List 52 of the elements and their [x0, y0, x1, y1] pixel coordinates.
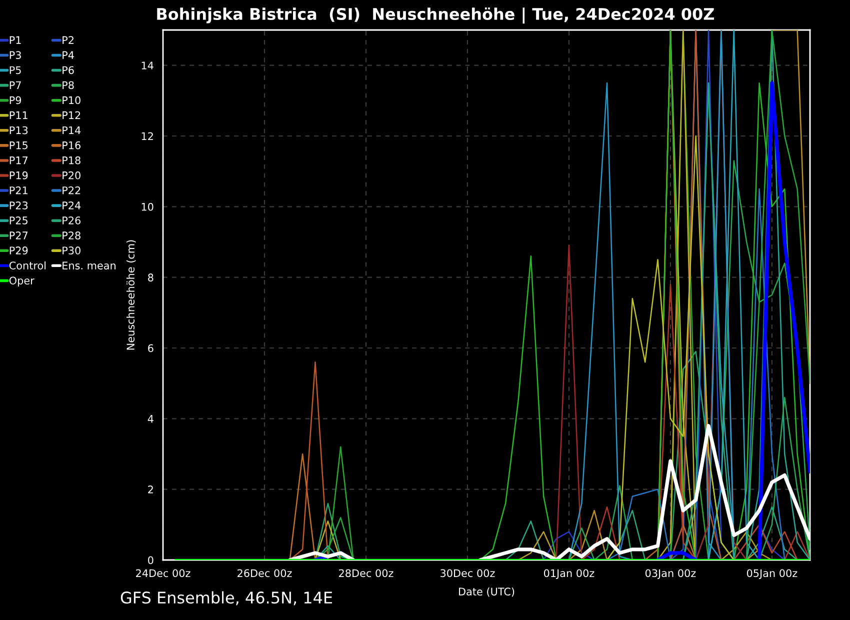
y-tick-label: 6: [148, 344, 154, 352]
legend-label: P22: [62, 186, 80, 194]
legend-label: P8: [62, 81, 74, 90]
chart-title: Bohinjska Bistrica (SI) Neuschneehöhe | Tue, 24Dec2024 00Z: [157, 7, 714, 24]
x-tick-label: 26Dec 00z: [238, 569, 292, 578]
legend-label: P28: [62, 232, 80, 240]
legend-label: P26: [62, 216, 80, 224]
x-tick-label: 05Jan 00z: [746, 569, 798, 580]
y-tick-label: 10: [142, 202, 154, 211]
x-axis-title: Date (UTC): [459, 587, 514, 597]
legend-label: P2: [62, 36, 74, 44]
legend-label: P16: [62, 141, 80, 150]
y-tick-label: 2: [148, 486, 153, 494]
legend-label: P9: [10, 96, 22, 104]
legend-label: P6: [62, 66, 74, 74]
legend-label: P25: [10, 216, 28, 224]
legend-label: P15: [10, 141, 28, 150]
legend-label: P5: [10, 66, 21, 74]
legend-label: P29: [10, 246, 28, 254]
legend-label: Ens. mean: [62, 262, 116, 270]
y-tick-label: 4: [148, 415, 154, 423]
legend-label: P17: [10, 156, 28, 164]
legend-label: P13: [10, 126, 28, 134]
x-tick-label: 28Dec 00z: [339, 569, 394, 578]
x-tick-label: 01Jan 00z: [544, 569, 594, 580]
text: GFS Ensemble, 46.5N, 14E: [120, 591, 332, 606]
legend-label: P18: [62, 156, 80, 164]
y-tick-label: 8: [148, 274, 154, 282]
legend-label: P23: [10, 201, 28, 210]
x-tick-label: 24Dec 00z: [136, 569, 190, 578]
legend-label: P14: [62, 126, 81, 134]
legend-label: Control: [9, 261, 46, 270]
legend-label: P27: [10, 232, 28, 240]
legend-label: P30: [62, 246, 80, 254]
legend-label: P24: [62, 201, 81, 210]
y-tick-label: 12: [142, 132, 153, 140]
y-tick-label: 14: [142, 62, 154, 70]
y-tick-label: 0: [148, 556, 154, 564]
x-tick-label: 03Jan 00z: [645, 569, 696, 580]
y-axis-title: Neuschneehöhe (cm): [126, 240, 136, 350]
x-tick-label: 30Dec 00z: [440, 569, 495, 578]
legend-label: P10: [62, 96, 80, 104]
legend-label: P12: [62, 111, 80, 120]
legend-label: P7: [10, 81, 21, 89]
legend-label: P19: [10, 171, 28, 180]
legend-label: P1: [10, 36, 21, 44]
legend-label: P20: [62, 171, 80, 180]
legend-label: P4: [62, 51, 74, 59]
legend-label: Oper: [9, 276, 34, 287]
legend-label: P21: [10, 186, 28, 194]
legend-label: P3: [10, 51, 21, 60]
legend-label: P11: [10, 111, 28, 120]
